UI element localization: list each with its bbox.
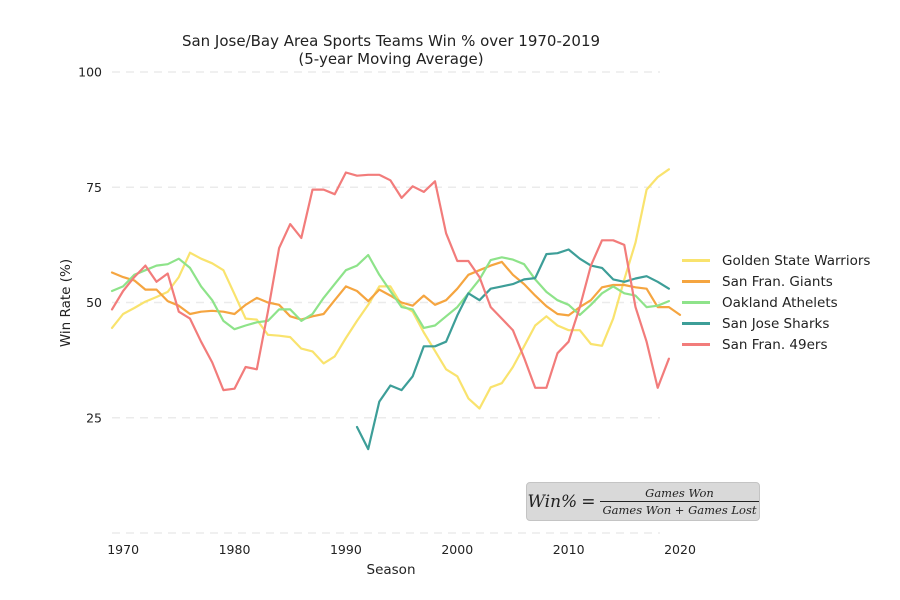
legend-swatch: [682, 343, 710, 346]
x-tick-label: 1980: [219, 542, 251, 557]
legend-swatch: [682, 259, 710, 262]
legend-item: San Fran. 49ers: [682, 334, 870, 355]
legend-swatch: [682, 301, 710, 304]
legend-item: Golden State Warriors: [682, 250, 870, 271]
x-tick-label: 2020: [664, 542, 696, 557]
formula-denominator: Games Won + Games Lost: [600, 501, 759, 517]
win-rate-formula-box: Win% = Games Won Games Won + Games Lost: [526, 482, 760, 521]
x-axis-ticks: 1970 1980 1990 2000 2010 2020: [107, 542, 696, 557]
y-tick-label: 50: [86, 295, 102, 310]
legend-item: Oakland Athelets: [682, 292, 870, 313]
legend-swatch: [682, 280, 710, 283]
y-axis-label: Win Rate (%): [58, 259, 74, 347]
legend-item: San Fran. Giants: [682, 271, 870, 292]
formula-equals: =: [581, 491, 596, 512]
series-line-san-fran-giants: [110, 260, 682, 321]
gridlines: [112, 71, 660, 534]
y-tick-label: 75: [86, 180, 102, 195]
formula-lhs: Win%: [527, 491, 578, 512]
series-line-san-jose-sharks: [355, 248, 671, 451]
legend-label: Golden State Warriors: [722, 252, 871, 269]
legend-label: Oakland Athelets: [722, 294, 838, 311]
series-line-oakland-athelets: [110, 253, 671, 331]
series-line-golden-state-warriors: [110, 168, 671, 410]
legend-label: San Jose Sharks: [722, 315, 830, 332]
y-tick-label: 100: [78, 65, 102, 80]
chart-subtitle: (5-year Moving Average): [298, 50, 483, 68]
legend: Golden State Warriors San Fran. Giants Oak…: [682, 250, 870, 355]
series-lines: [110, 168, 682, 451]
x-tick-label: 2010: [553, 542, 585, 557]
legend-swatch: [682, 322, 710, 325]
x-axis-label: Season: [367, 562, 416, 578]
legend-item: San Jose Sharks: [682, 313, 870, 334]
legend-label: San Fran. 49ers: [722, 336, 828, 353]
x-tick-label: 2000: [441, 542, 473, 557]
series-line-san-fran-49ers: [110, 171, 671, 392]
formula-fraction: Games Won Games Won + Games Lost: [600, 486, 759, 517]
y-tick-label: 25: [86, 410, 102, 425]
y-axis-ticks: 25 50 75 100: [78, 65, 102, 426]
formula-numerator: Games Won: [645, 486, 714, 500]
x-tick-label: 1990: [330, 542, 362, 557]
x-tick-label: 1970: [107, 542, 139, 557]
legend-label: San Fran. Giants: [722, 273, 833, 290]
chart-title: San Jose/Bay Area Sports Teams Win % ove…: [182, 32, 600, 50]
